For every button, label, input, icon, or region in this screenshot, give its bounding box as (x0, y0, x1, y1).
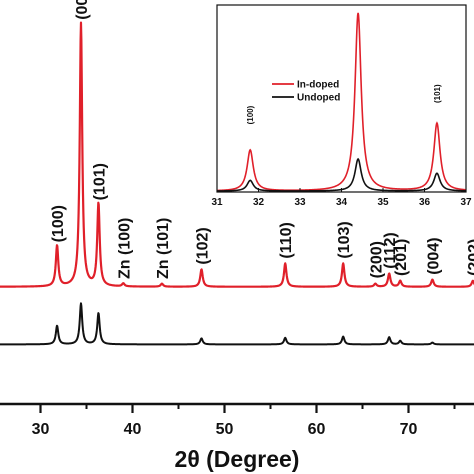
x-tick-label-60: 60 (308, 421, 326, 438)
peak-label-100: (100) (50, 205, 67, 242)
x-tick-label-40: 40 (124, 421, 142, 438)
inset-tick-label-37: 37 (460, 197, 472, 208)
inset-tick-label-32: 32 (253, 197, 265, 208)
series-line-red (0, 21, 474, 288)
inset-tick-label-35: 35 (377, 197, 389, 208)
peak-label-200: (200) (368, 241, 385, 278)
peak-label-112: (112) (382, 232, 399, 268)
peak-label-202: (202) (466, 239, 474, 276)
legend-label-in-doped: In-doped (297, 80, 339, 91)
x-tick-label-50: 50 (216, 421, 234, 438)
peak-label-zn-101: Zn (101) (155, 218, 172, 279)
legend-label-undoped: Undoped (297, 93, 340, 104)
inset-peak-label-101: (101) (433, 84, 442, 103)
x-axis-label: 2θ (Degree) (175, 446, 300, 472)
inset-tick-label-31: 31 (211, 197, 223, 208)
series-line-black (0, 302, 474, 346)
peak-label-201: (201) (393, 239, 410, 276)
peak-label-004: (004) (425, 237, 442, 274)
inset-series-in-doped (216, 12, 467, 192)
peak-label-110: (110) (278, 222, 295, 258)
inset-plot: 31323334353637(100)(002)(101)In-dopedUnd… (211, 4, 472, 208)
inset-tick-label-36: 36 (419, 197, 431, 208)
peak-label-101: (101) (92, 163, 109, 200)
inset-tick-label-33: 33 (294, 197, 306, 208)
peak-label-002: (002) (74, 0, 91, 20)
x-tick-label-30: 30 (32, 421, 50, 438)
x-tick-label-70: 70 (400, 421, 418, 438)
inset-frame (216, 4, 467, 193)
peak-label-zn-100: Zn (100) (116, 218, 133, 279)
peak-label-103: (103) (336, 221, 353, 258)
inset-tick-label-34: 34 (336, 197, 348, 208)
peak-label-102: (102) (195, 227, 212, 264)
inset-peak-label-100: (100) (246, 105, 255, 124)
